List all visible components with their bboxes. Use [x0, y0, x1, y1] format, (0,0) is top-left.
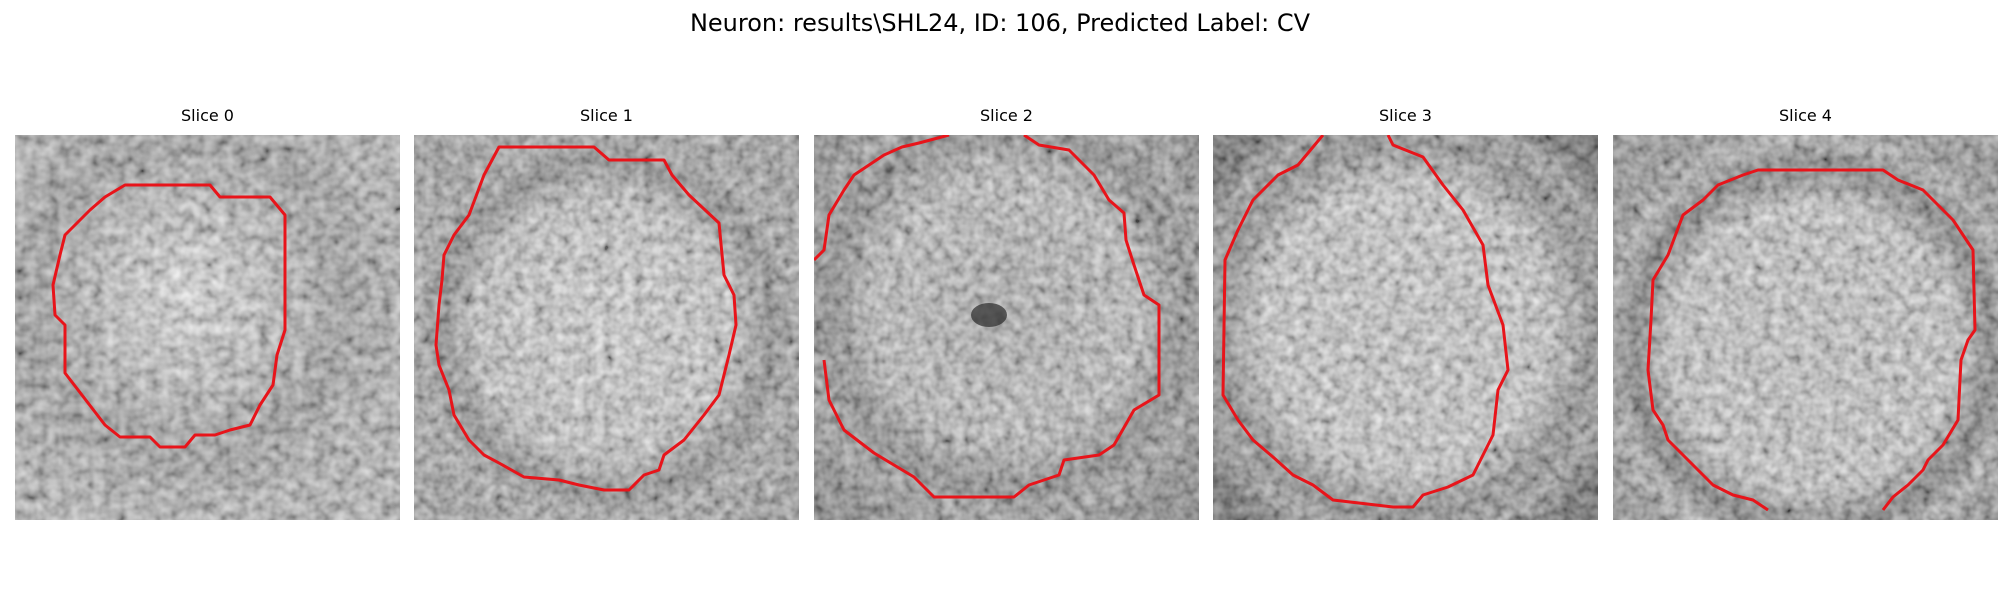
slice-image-2	[814, 135, 1199, 520]
contour-line-3	[1221, 135, 1510, 509]
contour-line-2	[814, 135, 1161, 499]
contour-line-0	[51, 183, 287, 449]
slice-title-4: Slice 4	[1779, 106, 1832, 125]
contour-line-1	[434, 145, 738, 492]
slice-image-4	[1613, 135, 1998, 520]
slice-title-0: Slice 0	[181, 106, 234, 125]
slice-image-0	[15, 135, 400, 520]
slice-image-1	[414, 135, 799, 520]
slice-title-3: Slice 3	[1379, 106, 1432, 125]
slice-image-3	[1213, 135, 1598, 520]
contour-line-4	[1646, 168, 1977, 512]
slice-title-2: Slice 2	[980, 106, 1033, 125]
figure-title: Neuron: results\SHL24, ID: 106, Predicte…	[689, 9, 1311, 37]
slice-title-1: Slice 1	[580, 106, 633, 125]
